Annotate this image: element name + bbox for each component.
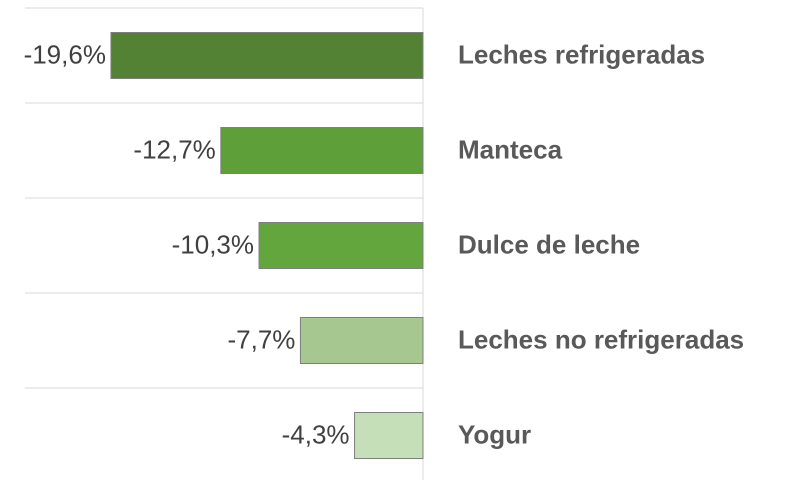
bar xyxy=(354,412,424,459)
category-label: Leches no refrigeradas xyxy=(458,324,744,354)
category-label: Yogur xyxy=(458,419,531,449)
bar xyxy=(299,317,424,364)
value-label: -19,6% xyxy=(24,39,106,69)
bar xyxy=(258,222,424,269)
category-label: Dulce de leche xyxy=(458,229,640,259)
value-label: -7,7% xyxy=(227,324,295,354)
value-label: -12,7% xyxy=(133,134,215,164)
bar xyxy=(110,32,424,79)
category-label: Manteca xyxy=(458,134,563,164)
bar xyxy=(220,127,424,174)
category-label: Leches refrigeradas xyxy=(458,39,705,69)
value-label: -4,3% xyxy=(282,419,350,449)
value-label: -10,3% xyxy=(172,229,254,259)
